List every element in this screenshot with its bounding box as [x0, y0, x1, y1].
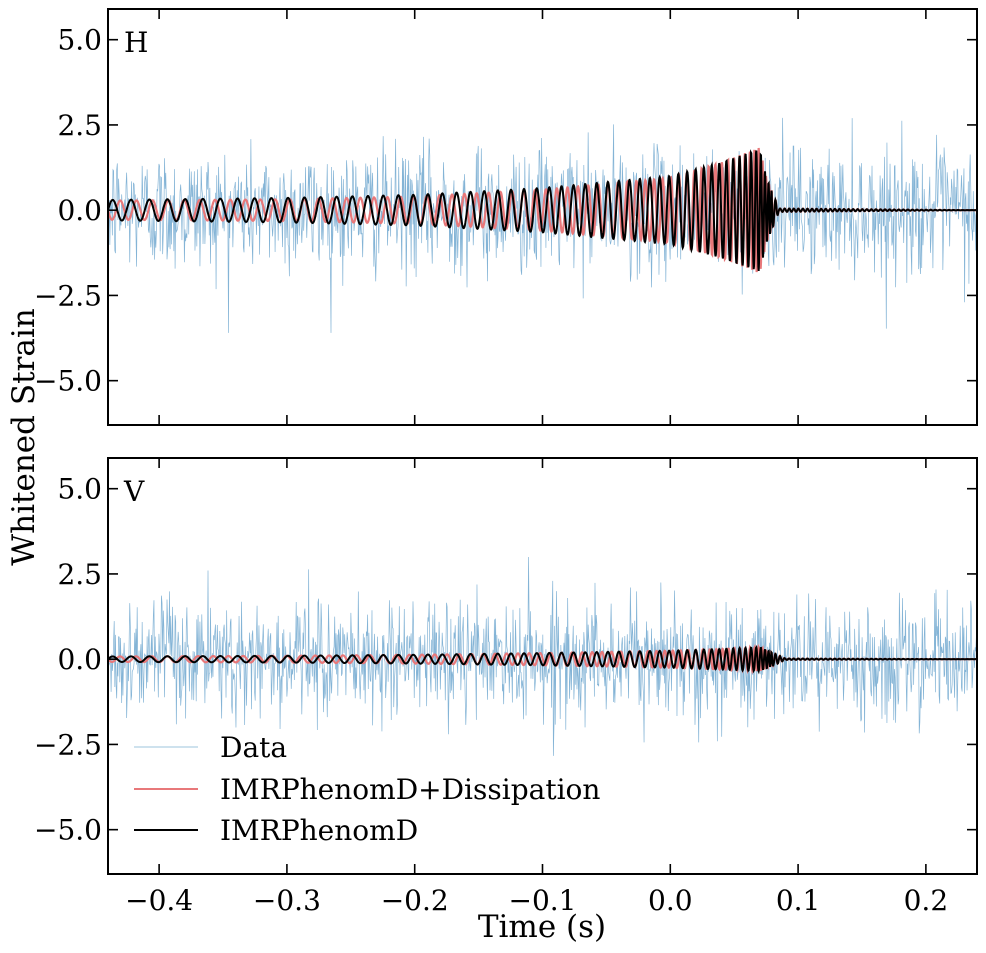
y-tick-label: 5.0	[57, 473, 102, 506]
x-tick-label: 0.1	[776, 884, 821, 917]
data-line	[108, 117, 977, 333]
y-tick-label: 5.0	[57, 24, 102, 57]
ticks-v: −0.4 −0.3 −0.2 −0.1 0.0 0.1 0.2 5.0 2.5 0.0 −2.5 −5…	[34, 458, 977, 917]
phenomd-line	[108, 149, 977, 272]
panel-v: −0.4 −0.3 −0.2 −0.1 0.0 0.1 0.2 5.0 2.5 0.0 −2.5 −5…	[34, 457, 978, 917]
x-tick-label: −0.4	[125, 884, 193, 917]
panel-tag-h: H	[124, 26, 148, 59]
phenomd-line	[108, 645, 977, 675]
x-tick-label: −0.3	[253, 884, 321, 917]
phenomd-series-h	[108, 149, 977, 272]
axes-frame-h	[107, 8, 978, 426]
data-series-h	[108, 117, 977, 333]
phenomd-series-v	[108, 645, 977, 675]
y-tick-label: 2.5	[57, 109, 102, 142]
x-tick-label: 0.0	[648, 884, 693, 917]
axes-frame-v	[107, 457, 978, 875]
x-axis-title: Time (s)	[478, 909, 606, 945]
y-tick-label: −5.0	[34, 814, 102, 847]
x-tick-label: −0.2	[381, 884, 449, 917]
y-tick-label: −2.5	[34, 728, 102, 761]
legend: Data IMRPhenomD+Dissipation IMRPhenomD	[134, 731, 600, 847]
x-tick-label: −0.1	[509, 884, 577, 917]
x-tick-label: 0.2	[904, 884, 949, 917]
panel-tag-v: V	[123, 475, 145, 508]
y-tick-label: 2.5	[57, 558, 102, 591]
y-tick-label: 0.0	[57, 194, 102, 227]
legend-label-phenomd: IMRPhenomD	[220, 814, 418, 847]
panel-h: 5.0 2.5 0.0 −2.5 −5.0 H	[34, 8, 978, 426]
y-axis-title: Whitened Strain	[6, 308, 42, 565]
ticks-h: 5.0 2.5 0.0 −2.5 −5.0	[34, 9, 977, 425]
y-tick-label: −2.5	[34, 279, 102, 312]
legend-label-dissipation: IMRPhenomD+Dissipation	[220, 773, 600, 806]
legend-label-data: Data	[220, 731, 287, 764]
y-tick-label: −5.0	[34, 365, 102, 398]
y-tick-label: 0.0	[57, 643, 102, 676]
